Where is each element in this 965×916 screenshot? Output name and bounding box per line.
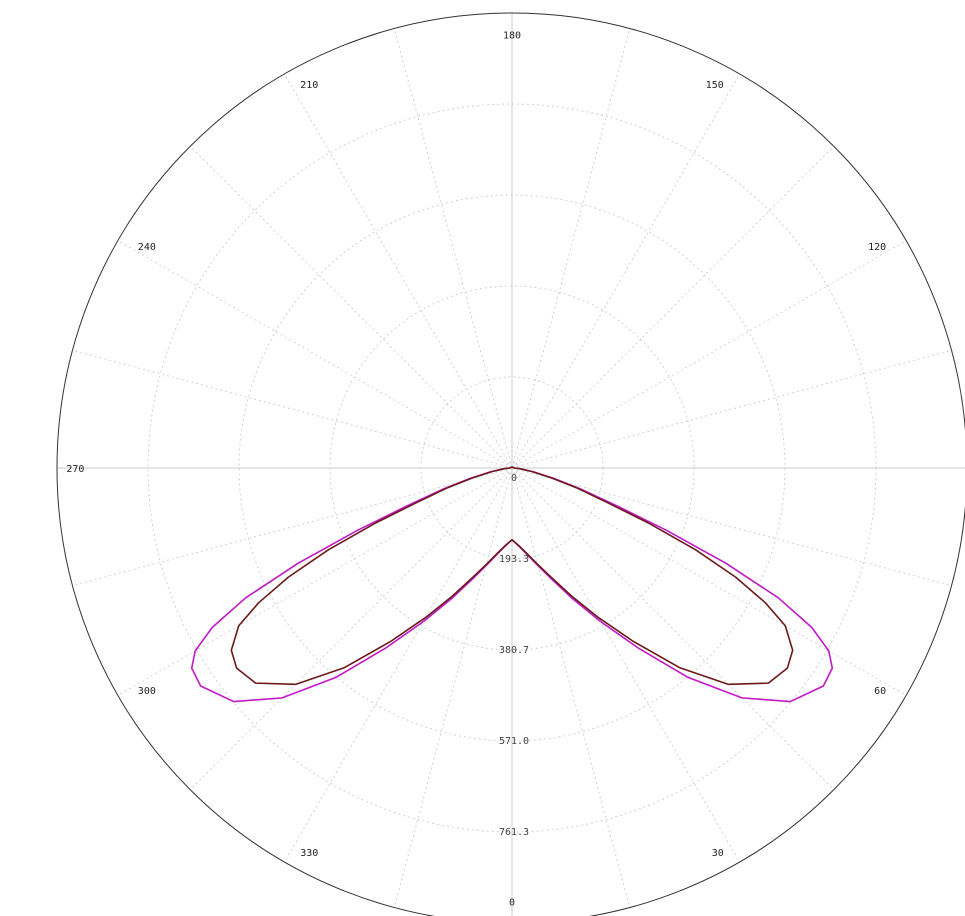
radial-tick-label: 761.3 bbox=[499, 827, 529, 838]
grid-spoke bbox=[511, 467, 835, 791]
grid-spoke bbox=[189, 467, 513, 791]
grid-spoke bbox=[511, 240, 907, 469]
grid-spoke bbox=[117, 240, 513, 469]
grid-spoke bbox=[117, 467, 513, 696]
grid-spoke bbox=[511, 467, 631, 908]
grid-spoke bbox=[511, 28, 631, 469]
grid-spoke bbox=[284, 467, 513, 863]
angle-tick-label: 60 bbox=[874, 686, 886, 697]
grid-spoke bbox=[511, 73, 740, 469]
angle-tick-label: 300 bbox=[138, 686, 156, 697]
grid-spoke bbox=[284, 73, 513, 469]
grid-spoke bbox=[511, 467, 740, 863]
grid-spoke bbox=[393, 28, 513, 469]
angle-tick-label: 180 bbox=[503, 30, 521, 41]
series-layer bbox=[190, 466, 834, 703]
angle-tick-label: 240 bbox=[138, 242, 156, 253]
grid-spoke bbox=[511, 349, 952, 469]
label-layer: 0 30 60 120 150 180 210 240 270 300 330 0 193.3 380.7… bbox=[66, 30, 886, 909]
radial-tick-label: 0 bbox=[511, 473, 517, 484]
angle-tick-label: 270 bbox=[66, 464, 84, 475]
grid-spoke bbox=[393, 467, 513, 908]
angle-tick-label: 330 bbox=[300, 848, 318, 859]
grid-spoke bbox=[511, 467, 907, 696]
grid-spoke bbox=[189, 145, 513, 469]
angle-tick-label: 0 bbox=[509, 898, 515, 909]
grid-spoke bbox=[72, 349, 513, 469]
angle-tick-label: 120 bbox=[868, 242, 886, 253]
radial-tick-label: 193.3 bbox=[499, 554, 529, 565]
grid-layer bbox=[56, 12, 965, 916]
grid-spoke bbox=[72, 467, 513, 587]
grid-spoke bbox=[511, 145, 835, 469]
angle-tick-label: 30 bbox=[712, 848, 724, 859]
series-line-2 bbox=[230, 466, 794, 686]
outer-ring bbox=[56, 12, 965, 916]
radial-tick-label: 571.0 bbox=[499, 736, 529, 747]
angle-tick-label: 210 bbox=[300, 80, 318, 91]
angle-tick-label: 150 bbox=[706, 80, 724, 91]
grid-spoke bbox=[511, 467, 952, 587]
radial-tick-label: 380.7 bbox=[499, 645, 529, 656]
